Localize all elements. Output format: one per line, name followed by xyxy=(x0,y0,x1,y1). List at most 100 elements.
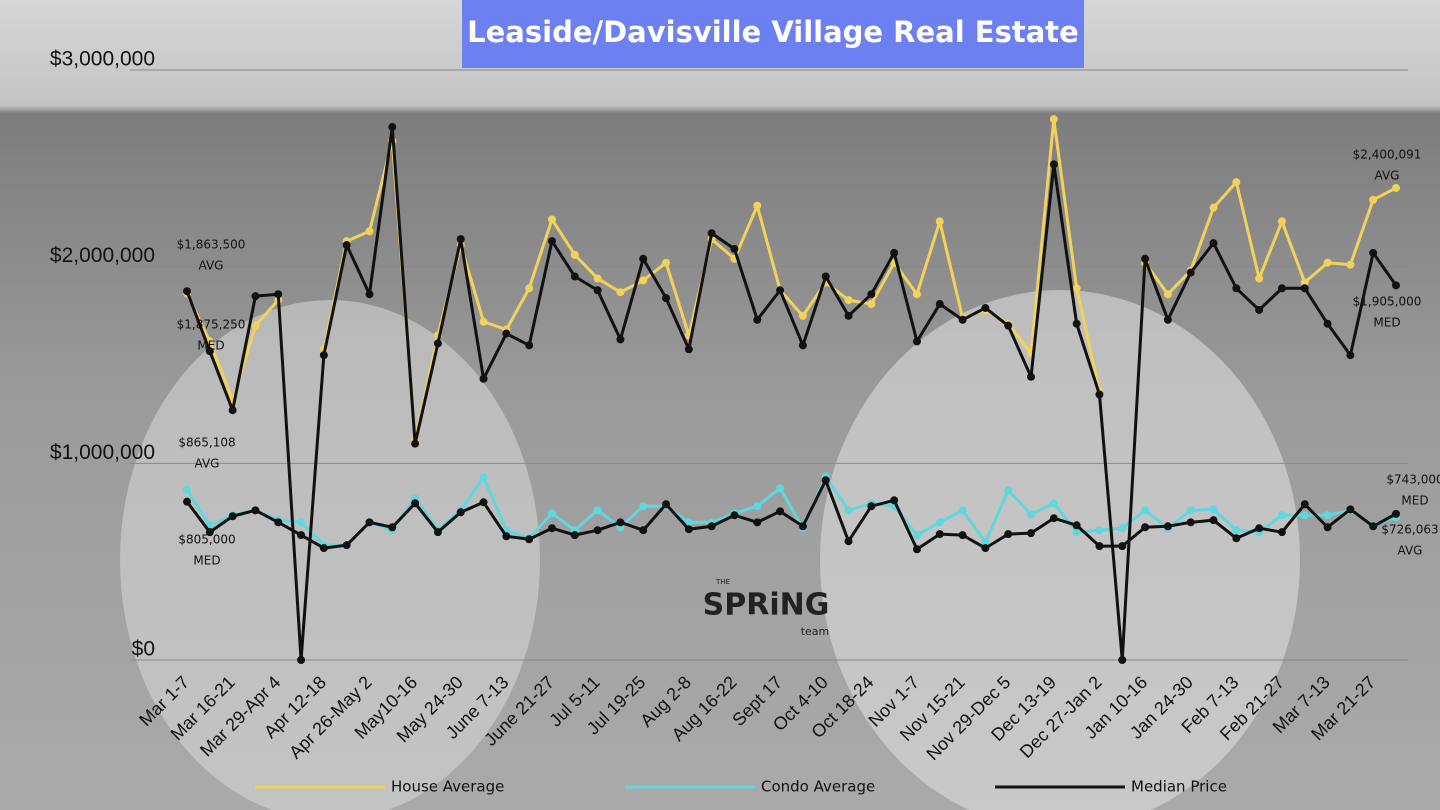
data-point xyxy=(867,300,876,309)
data-point xyxy=(479,473,488,482)
title-box xyxy=(462,0,1084,68)
data-point xyxy=(981,538,990,547)
data-point xyxy=(1346,351,1355,360)
data-point xyxy=(1392,281,1400,290)
data-point xyxy=(1072,284,1081,293)
photo-figure xyxy=(120,300,540,810)
data-point xyxy=(456,508,465,517)
data-point xyxy=(1141,506,1150,515)
data-point xyxy=(433,339,442,348)
data-point xyxy=(1163,290,1172,299)
data-point xyxy=(1277,511,1286,520)
data-point xyxy=(1118,542,1127,551)
data-point xyxy=(570,531,579,540)
data-point xyxy=(251,321,260,330)
data-point xyxy=(547,509,556,518)
data-point xyxy=(639,276,648,285)
data-point xyxy=(1027,372,1036,381)
data-point xyxy=(1323,258,1332,267)
data-point xyxy=(319,544,328,553)
data-point xyxy=(639,526,648,535)
data-point xyxy=(502,532,511,541)
data-point xyxy=(707,229,716,238)
data-point xyxy=(684,345,693,354)
annotation: MED xyxy=(197,339,224,353)
annotation: $865,108 xyxy=(178,436,235,450)
annotation: $743,000 xyxy=(1386,473,1440,487)
data-point xyxy=(844,537,853,546)
data-point xyxy=(388,123,397,132)
y-tick-label: $1,000,000 xyxy=(50,441,155,464)
data-point xyxy=(753,201,762,210)
data-point xyxy=(1186,506,1195,515)
data-point xyxy=(1004,530,1013,539)
data-point xyxy=(935,530,944,539)
data-point xyxy=(525,341,534,350)
legend-label: House Average xyxy=(391,778,504,796)
data-point xyxy=(1118,656,1127,664)
data-point xyxy=(1072,528,1081,537)
data-point xyxy=(1369,195,1378,204)
data-point xyxy=(1255,274,1264,283)
data-point xyxy=(1209,239,1218,248)
annotation: $726,063 xyxy=(1381,523,1438,537)
data-point xyxy=(753,518,762,527)
data-point xyxy=(547,524,556,533)
data-point xyxy=(1072,319,1081,328)
data-point xyxy=(1232,284,1241,293)
data-point xyxy=(1027,510,1036,519)
data-point xyxy=(1072,521,1081,530)
data-point xyxy=(844,506,853,515)
data-point xyxy=(981,544,990,553)
data-point xyxy=(776,507,785,516)
data-point xyxy=(844,296,853,305)
data-point xyxy=(616,335,625,344)
legend-label: Condo Average xyxy=(761,778,875,796)
data-point xyxy=(183,485,191,494)
data-point xyxy=(1392,183,1400,192)
data-point xyxy=(1346,505,1355,514)
data-point xyxy=(479,317,488,326)
data-point xyxy=(890,248,899,257)
data-point xyxy=(1186,268,1195,277)
data-point xyxy=(411,439,420,448)
annotation: AVG xyxy=(199,259,224,273)
data-point xyxy=(1209,505,1218,514)
data-point xyxy=(205,347,214,356)
data-point xyxy=(251,292,260,301)
data-point xyxy=(205,528,214,537)
data-point xyxy=(1095,542,1104,551)
data-point xyxy=(730,511,739,520)
data-point xyxy=(684,518,693,527)
data-point xyxy=(1004,321,1013,330)
data-point xyxy=(593,274,602,283)
data-point xyxy=(570,250,579,259)
data-point xyxy=(981,303,990,312)
data-point xyxy=(1300,284,1309,293)
data-point xyxy=(958,315,967,324)
data-point xyxy=(593,286,602,295)
data-point xyxy=(935,217,944,226)
data-point xyxy=(1232,178,1241,187)
data-point xyxy=(890,496,899,505)
data-point xyxy=(228,406,237,415)
annotation: MED xyxy=(1401,494,1428,508)
data-point xyxy=(639,254,648,263)
logo-top: THE xyxy=(715,578,730,586)
data-point xyxy=(935,300,944,309)
data-point xyxy=(1277,217,1286,226)
data-point xyxy=(753,502,762,511)
data-point xyxy=(798,311,807,320)
data-point xyxy=(1369,248,1378,257)
data-point xyxy=(297,656,306,664)
data-point xyxy=(1392,509,1400,518)
data-point xyxy=(1300,278,1309,287)
data-point xyxy=(1027,529,1036,538)
data-point xyxy=(1049,115,1058,124)
data-point xyxy=(1300,511,1309,520)
data-point xyxy=(1141,523,1150,532)
data-point xyxy=(433,528,442,537)
data-point xyxy=(1004,486,1013,495)
data-point xyxy=(616,518,625,527)
data-point xyxy=(1255,524,1264,533)
